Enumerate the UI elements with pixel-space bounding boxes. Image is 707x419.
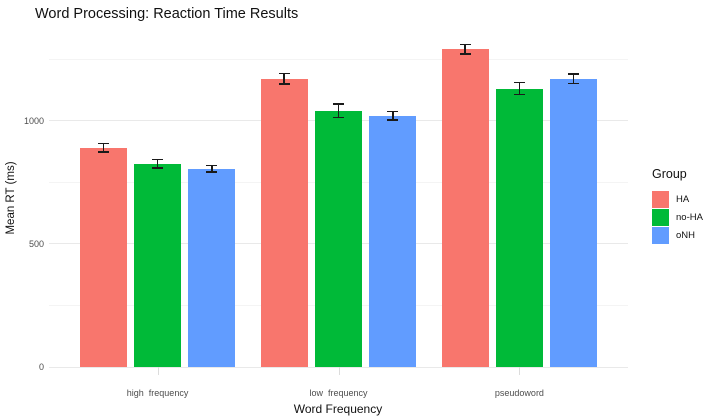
- error-bar: [156, 159, 159, 169]
- error-bar-cap: [459, 43, 471, 46]
- bar-oNH-2: [550, 78, 598, 367]
- error-bar-cap: [333, 103, 344, 105]
- error-bar-cap: [206, 164, 218, 167]
- bar-oNH-0: [188, 168, 236, 367]
- legend-item: HA: [652, 190, 703, 208]
- legend-item: no-HA: [652, 208, 703, 226]
- bar-HA-0: [79, 147, 127, 367]
- legend-items: HA no-HA oNH: [652, 190, 703, 244]
- legend-swatch: [652, 190, 669, 208]
- legend-title: Group: [652, 167, 687, 181]
- bar-HA-2: [441, 49, 489, 367]
- legend-label: oNH: [676, 229, 696, 241]
- error-bar: [518, 82, 521, 95]
- bar-no-HA-0: [134, 163, 182, 367]
- legend-swatch: [652, 208, 669, 226]
- error-bar: [392, 111, 394, 121]
- error-bar-cap: [97, 151, 109, 153]
- error-bar-cap: [513, 93, 525, 96]
- chart-title: Word Processing: Reaction Time Results: [35, 6, 299, 22]
- legend-item: oNH: [652, 226, 703, 244]
- error-bar: [211, 165, 213, 172]
- x-axis-title: Word Frequency: [293, 402, 383, 416]
- error-bar-cap: [459, 53, 471, 55]
- legend-label: no-HA: [676, 211, 703, 223]
- error-bar-cap: [278, 83, 290, 85]
- x-axis-tick: [157, 367, 159, 375]
- error-bar-cap: [513, 81, 525, 84]
- error-bar: [337, 103, 340, 118]
- legend-label: HA: [676, 193, 690, 205]
- error-bar-cap: [152, 158, 164, 161]
- x-tick-label: high frequency: [126, 388, 189, 398]
- x-axis-tick: [338, 367, 340, 375]
- error-bar: [572, 73, 575, 84]
- error-bar: [283, 73, 285, 85]
- y-axis-title: Mean RT (ms): [5, 161, 17, 235]
- bar-no-HA-1: [315, 110, 362, 367]
- plot-panel: [49, 29, 628, 368]
- error-bar-cap: [568, 73, 580, 75]
- bar-HA-1: [260, 78, 308, 367]
- x-axis-tick: [519, 367, 521, 375]
- gridline-minor: [49, 58, 628, 60]
- error-bar: [102, 143, 105, 153]
- error-bar-cap: [387, 119, 399, 121]
- error-bar: [464, 44, 466, 55]
- error-bar-cap: [97, 142, 109, 145]
- error-bar-cap: [152, 167, 164, 169]
- error-bar-cap: [387, 110, 399, 113]
- legend-swatch: [652, 226, 669, 244]
- legend: Group HA no-HA oNH: [652, 167, 703, 244]
- bar-oNH-1: [369, 115, 417, 367]
- x-tick-label: pseudoword: [494, 388, 544, 398]
- y-tick-label: 1000: [23, 115, 44, 126]
- x-tick-label: low frequency: [309, 388, 368, 398]
- y-tick-label: 500: [28, 238, 44, 249]
- error-bar-cap: [333, 116, 344, 119]
- error-bar-cap: [568, 82, 580, 85]
- bar-no-HA-2: [495, 88, 543, 367]
- error-bar-cap: [206, 171, 218, 173]
- y-tick-label: 0: [38, 362, 44, 372]
- error-bar-cap: [278, 72, 290, 75]
